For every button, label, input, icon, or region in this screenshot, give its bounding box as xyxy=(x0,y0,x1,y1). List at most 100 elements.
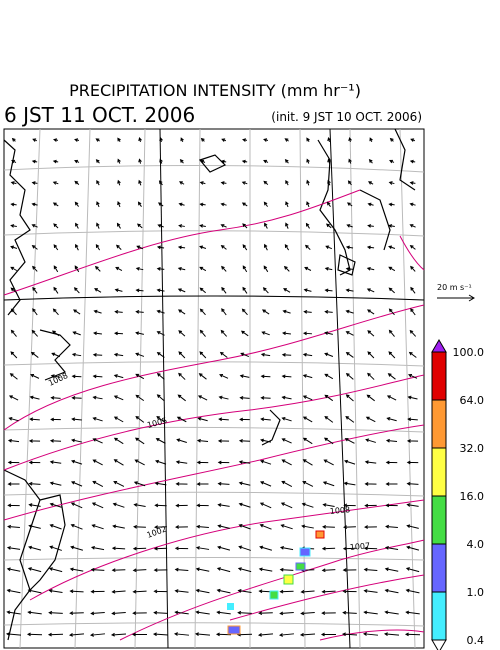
wind-arrow xyxy=(174,589,189,593)
wind-arrow xyxy=(9,373,18,380)
wind-arrow xyxy=(258,611,273,616)
wind-arrow xyxy=(221,286,227,294)
wind-arrow xyxy=(91,502,104,509)
wind-arrow xyxy=(116,222,121,229)
wind-arrow xyxy=(363,567,378,572)
wind-arrow xyxy=(238,460,251,464)
wind-arrow xyxy=(177,288,186,293)
wind-arrow xyxy=(239,395,250,400)
wind-arrow xyxy=(281,395,292,400)
wind-arrow xyxy=(384,567,399,572)
wind-arrow xyxy=(31,159,38,164)
precip-cell xyxy=(315,530,325,539)
wind-arrow xyxy=(135,373,145,380)
wind-arrow xyxy=(135,266,144,271)
wind-arrow xyxy=(153,589,168,594)
wind-arrow xyxy=(196,482,209,486)
wind-arrow xyxy=(301,502,314,508)
wind-arrow xyxy=(52,308,59,316)
wind-arrow xyxy=(112,524,125,529)
wind-arrow xyxy=(50,417,61,422)
wind-arrow xyxy=(10,181,17,185)
wind-arrow xyxy=(133,481,146,487)
wind-arrow xyxy=(73,309,81,315)
wind-arrow xyxy=(157,224,164,228)
wind-arrow xyxy=(135,394,145,402)
wind-arrow xyxy=(132,568,147,573)
wind-arrow xyxy=(155,459,167,465)
wind-arrow xyxy=(71,396,82,400)
wind-arrow xyxy=(51,352,61,358)
wind-arrow xyxy=(220,224,227,228)
wind-arrow xyxy=(92,395,103,400)
wind-arrow xyxy=(306,158,310,164)
wind-arrow xyxy=(304,266,312,271)
wind-arrow xyxy=(177,266,186,271)
wind-arrow xyxy=(197,395,208,401)
wind-arrow xyxy=(176,416,187,423)
colorbar-bottom xyxy=(431,639,447,650)
wind-arrow xyxy=(260,459,272,465)
wind-arrow xyxy=(11,137,16,142)
colorbar-segment xyxy=(431,351,447,401)
wind-arrow xyxy=(135,288,144,293)
wind-arrow xyxy=(300,589,315,594)
wind-arrow xyxy=(281,459,292,466)
wind-arrow xyxy=(345,309,354,314)
wind-arrow xyxy=(343,525,356,529)
wind-arrow xyxy=(241,181,248,185)
wind-arrow xyxy=(49,545,62,551)
wind-arrow xyxy=(405,588,420,594)
wind-arrow xyxy=(366,266,375,271)
wind-arrow xyxy=(134,437,145,445)
wind-arrow xyxy=(409,244,416,250)
wind-arrow xyxy=(28,460,41,465)
wind-arrow xyxy=(6,546,21,550)
wind-arrow xyxy=(152,632,169,637)
wind-arrow xyxy=(10,287,18,294)
wind-arrow xyxy=(93,309,102,314)
wind-arrow xyxy=(369,137,373,143)
wind-arrow xyxy=(407,395,418,400)
wind-arrow xyxy=(220,181,227,185)
wind-arrow xyxy=(90,545,105,551)
wind-arrow xyxy=(8,417,19,422)
wind-arrow xyxy=(6,588,21,594)
wind-arrow xyxy=(29,417,40,422)
wind-arrow xyxy=(259,502,272,509)
wind-arrow xyxy=(263,265,269,273)
wind-arrow xyxy=(29,395,40,400)
wind-arrow xyxy=(367,351,375,359)
wind-arrow xyxy=(71,352,82,357)
wind-arrow xyxy=(153,610,168,615)
wind-arrow xyxy=(280,524,293,530)
wind-arrow xyxy=(409,224,416,228)
wind-arrow xyxy=(10,308,17,316)
wind-arrow xyxy=(31,245,38,250)
wind-arrow xyxy=(302,437,313,445)
wind-arrow xyxy=(344,438,355,444)
wind-arrow xyxy=(260,374,271,379)
wind-arrow xyxy=(156,309,165,314)
wind-arrow xyxy=(342,568,357,572)
wind-arrow xyxy=(53,265,59,273)
wind-arrow xyxy=(32,308,38,316)
wind-arrow xyxy=(365,438,376,443)
wind-arrow xyxy=(368,159,373,164)
wind-arrow xyxy=(367,330,375,337)
wind-arrow xyxy=(218,417,229,422)
wind-arrow xyxy=(159,158,163,164)
wind-arrow xyxy=(92,416,103,422)
wind-arrow xyxy=(154,481,167,486)
wind-arrow xyxy=(260,417,271,422)
wind-arrow xyxy=(52,159,59,164)
wind-arrow xyxy=(138,158,142,164)
wind-arrow xyxy=(53,244,59,251)
wind-arrow xyxy=(410,265,416,272)
init-time: (init. 9 JST 10 OCT. 2006) xyxy=(271,110,422,124)
wind-arrow xyxy=(218,395,229,400)
wind-arrow xyxy=(199,245,207,250)
wind-arrow xyxy=(348,158,352,164)
